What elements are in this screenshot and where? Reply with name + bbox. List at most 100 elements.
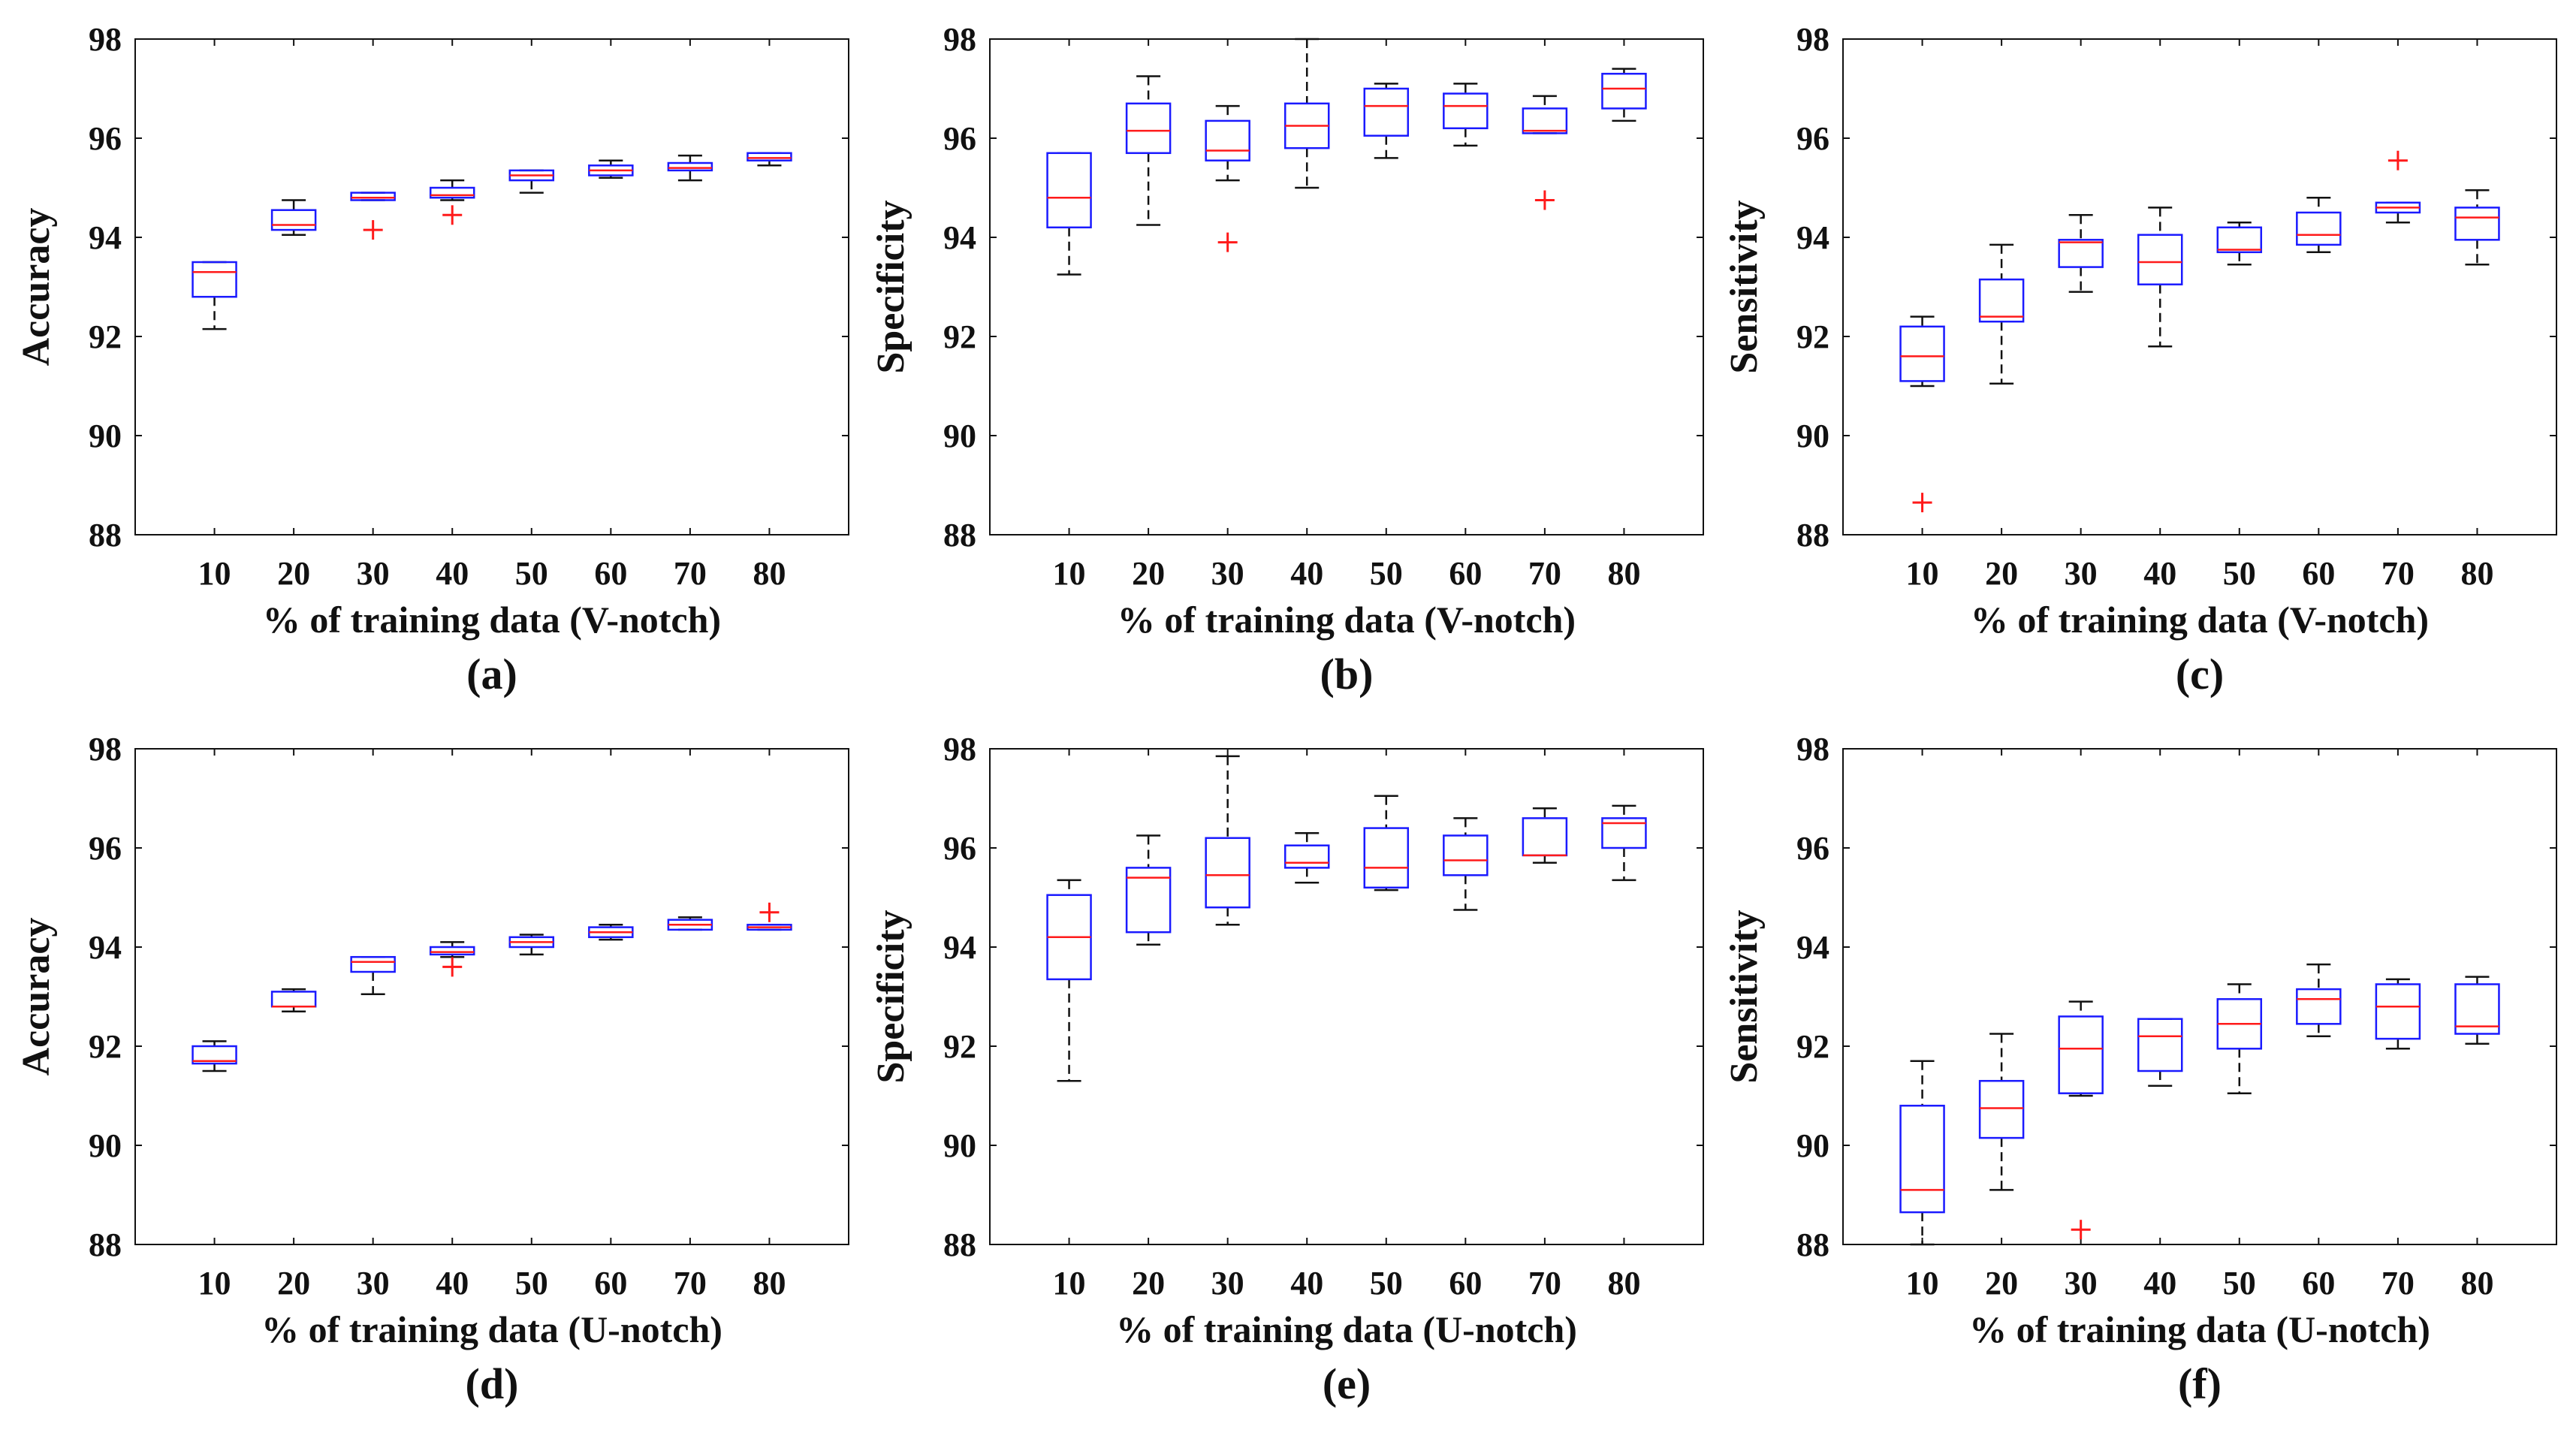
y-tick-label: 96 xyxy=(1796,120,1829,157)
iqr-box xyxy=(1205,837,1250,909)
x-tick-label: 20 xyxy=(277,555,310,592)
x-tick-label: 80 xyxy=(1607,555,1640,592)
iqr-box xyxy=(1899,1104,1945,1214)
outlier-marker xyxy=(363,220,383,240)
y-tick-label: 92 xyxy=(89,318,122,355)
x-axis-label: % of training data (V-notch) xyxy=(1118,599,1576,641)
box-50 xyxy=(508,169,555,194)
box-40 xyxy=(1283,831,1330,884)
iqr-box xyxy=(270,991,317,1008)
panel-label: (a) xyxy=(466,650,517,698)
panel-f: 88 90 92 94 96 98 10 20 30 40 50 60 70 80 % of trainin… xyxy=(1723,731,2557,1408)
x-axis-label: % of training data (U-notch) xyxy=(1969,1308,2430,1350)
x-tick-label: 60 xyxy=(2302,555,2335,592)
x-tick-label: 40 xyxy=(436,1265,469,1302)
x-tick-label: 60 xyxy=(594,1265,627,1302)
x-tick-label: 10 xyxy=(198,555,231,592)
y-tick-label: 90 xyxy=(1796,1127,1829,1164)
iqr-box xyxy=(2454,983,2500,1035)
box-30 xyxy=(350,955,396,995)
plot-frame xyxy=(134,748,849,1245)
box-10 xyxy=(192,261,237,330)
x-tick-label: 70 xyxy=(674,1265,707,1302)
iqr-box xyxy=(2058,1015,2104,1094)
box-20 xyxy=(1125,834,1172,946)
y-tick-label: 90 xyxy=(1796,418,1829,454)
y-axis-label: Sensitivity xyxy=(1723,200,1766,373)
box-70 xyxy=(667,916,713,931)
y-tick-label: 90 xyxy=(943,1127,976,1164)
x-tick-label: 70 xyxy=(2381,1265,2415,1302)
x-tick-label: 20 xyxy=(1132,1265,1165,1302)
iqr-box xyxy=(192,261,237,298)
box-70 xyxy=(2375,150,2421,224)
iqr-box xyxy=(350,192,396,201)
x-axis-label: % of training data (U-notch) xyxy=(1116,1308,1577,1350)
iqr-box xyxy=(1978,1079,2025,1139)
x-tick-label: 10 xyxy=(1053,1265,1086,1302)
outlier-marker xyxy=(1534,190,1555,210)
y-tick-label: 96 xyxy=(89,120,122,157)
panel-label: (b) xyxy=(1320,650,1374,698)
iqr-box xyxy=(1443,92,1489,130)
box-50 xyxy=(2216,221,2263,266)
box-60 xyxy=(588,159,634,179)
x-tick-label: 40 xyxy=(436,555,469,592)
iqr-box xyxy=(1283,844,1330,869)
panel-label: (d) xyxy=(466,1359,519,1408)
y-tick-label: 94 xyxy=(943,219,976,256)
box-30 xyxy=(350,192,396,240)
x-tick-label: 30 xyxy=(2065,1265,2098,1302)
x-axis-label: % of training data (V-notch) xyxy=(263,599,721,641)
x-tick-label: 10 xyxy=(1053,555,1086,592)
y-tick-label: 92 xyxy=(943,318,976,355)
iqr-box xyxy=(747,152,792,161)
x-axis-label: % of training data (U-notch) xyxy=(261,1308,722,1350)
x-tick-label: 30 xyxy=(357,555,390,592)
x-tick-label: 80 xyxy=(2460,1265,2493,1302)
box-20 xyxy=(270,988,317,1013)
iqr-box xyxy=(350,955,396,973)
y-tick-label: 94 xyxy=(1796,219,1829,256)
outlier-marker xyxy=(2071,1220,2091,1240)
box-10 xyxy=(1899,1060,1945,1246)
x-tick-label: 50 xyxy=(2223,1265,2256,1302)
iqr-box xyxy=(2137,234,2183,285)
plot-frame xyxy=(1842,38,2557,535)
y-tick-label: 96 xyxy=(89,830,122,867)
x-tick-label: 10 xyxy=(1906,1265,1939,1302)
panel-b: 88 90 92 94 96 98 10 20 30 40 50 60 70 80 % of trainin… xyxy=(870,21,1704,698)
box-20 xyxy=(1978,1033,2025,1191)
y-tick-label: 88 xyxy=(89,1226,122,1263)
panel-d: 88 90 92 94 96 98 10 20 30 40 50 60 70 80 % of trainin… xyxy=(15,731,849,1408)
outlier-marker xyxy=(1912,493,1932,513)
box-30 xyxy=(1205,755,1250,926)
y-tick-label: 96 xyxy=(943,830,976,867)
box-60 xyxy=(588,924,634,941)
box-40 xyxy=(2137,207,2183,348)
box-70 xyxy=(667,154,713,182)
y-tick-label: 88 xyxy=(89,517,122,554)
y-tick-label: 92 xyxy=(943,1028,976,1065)
box-10 xyxy=(1046,152,1092,276)
panel-e: 88 90 92 94 96 98 10 20 30 40 50 60 70 80 % of trainin… xyxy=(870,731,1704,1408)
x-axis-label: % of training data (V-notch) xyxy=(1971,599,2429,641)
x-tick-label: 70 xyxy=(674,555,707,592)
box-30 xyxy=(2058,214,2104,293)
box-80 xyxy=(747,152,792,167)
y-tick-label: 98 xyxy=(943,731,976,768)
x-tick-label: 80 xyxy=(753,1265,786,1302)
y-tick-label: 90 xyxy=(89,418,122,454)
y-tick-label: 88 xyxy=(1796,1226,1829,1263)
box-80 xyxy=(1601,804,1647,882)
box-10 xyxy=(1899,315,1945,513)
box-30 xyxy=(2058,1000,2104,1240)
box-50 xyxy=(1363,795,1410,891)
outlier-marker xyxy=(759,902,780,922)
y-tick-label: 90 xyxy=(89,1127,122,1164)
iqr-box xyxy=(1363,827,1410,889)
y-tick-label: 92 xyxy=(1796,318,1829,355)
x-tick-label: 30 xyxy=(1211,555,1244,592)
plot-frame xyxy=(989,748,1704,1245)
iqr-box xyxy=(192,1045,237,1065)
